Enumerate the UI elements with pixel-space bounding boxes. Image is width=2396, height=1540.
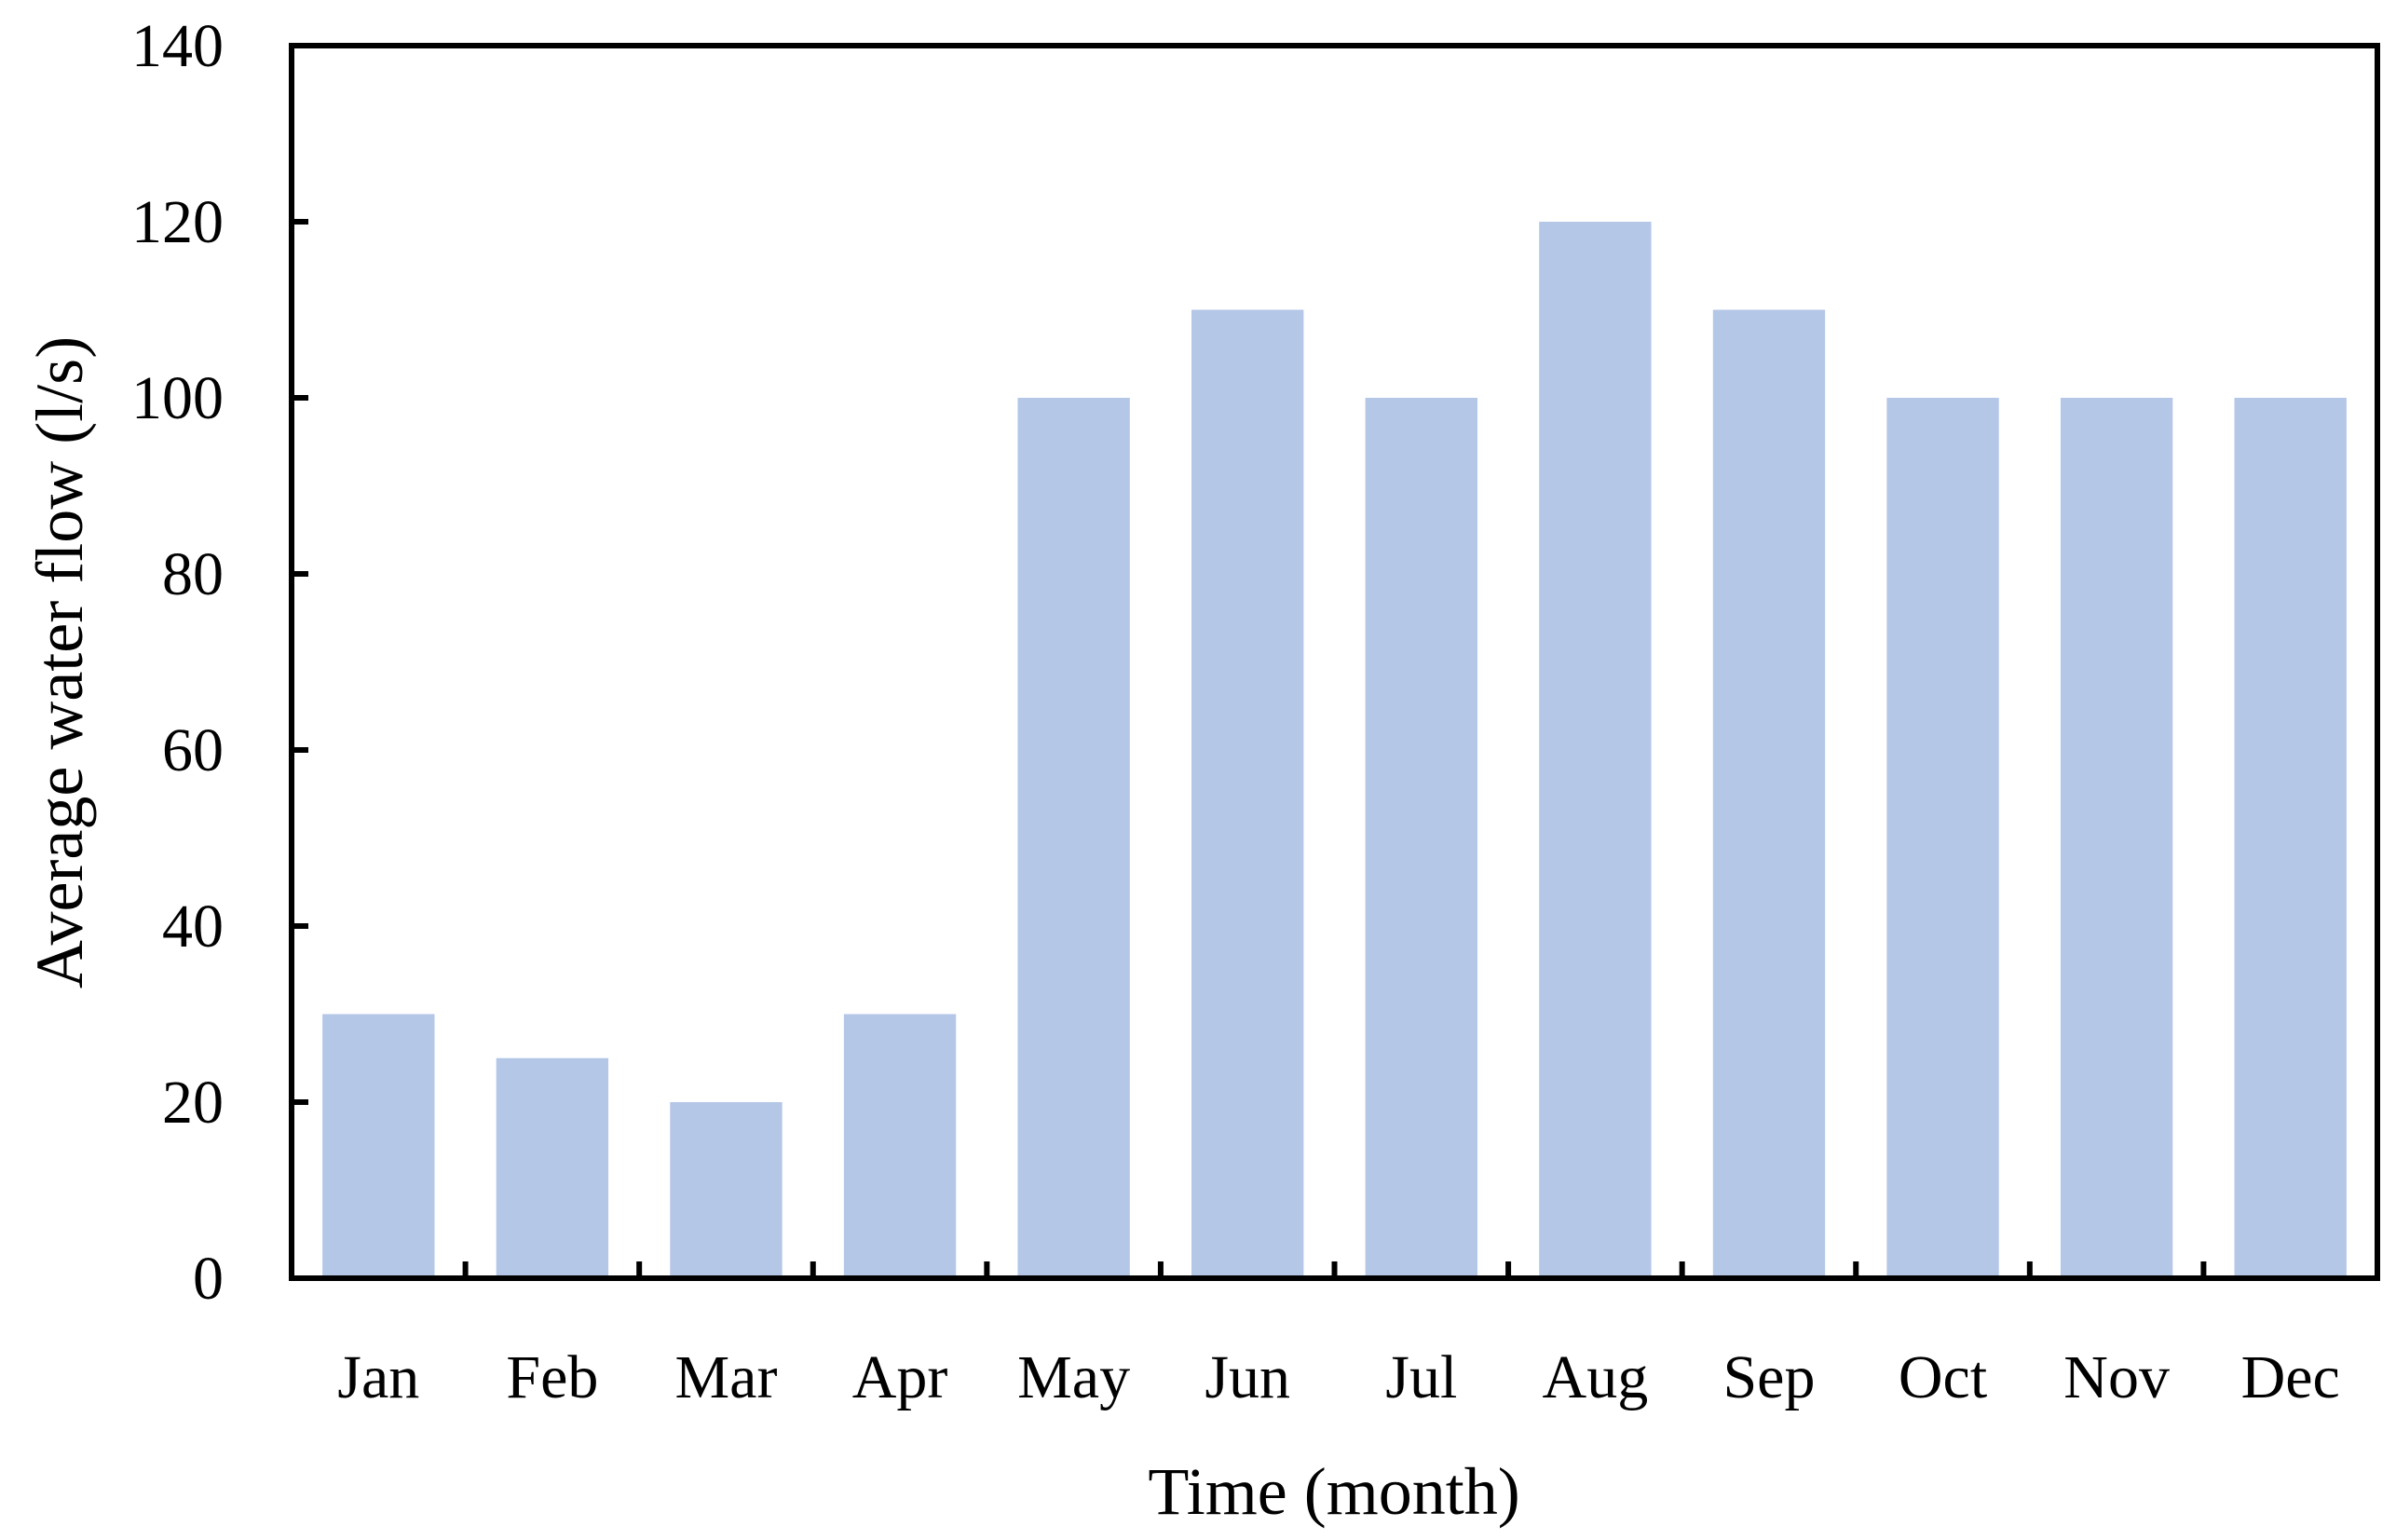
bar-sep bbox=[1712, 309, 1826, 1278]
y-axis-ticks: 0 20 40 60 80 100 120 140 bbox=[131, 12, 308, 1313]
bar-jul bbox=[1365, 398, 1477, 1278]
x-tick-label: May bbox=[1017, 1343, 1130, 1411]
bar-jun bbox=[1191, 309, 1304, 1278]
y-tick-label: 0 bbox=[193, 1245, 224, 1313]
y-tick-label: 60 bbox=[162, 716, 224, 784]
x-tick-label: Mar bbox=[674, 1343, 777, 1411]
x-tick-label: Nov bbox=[2063, 1343, 2170, 1411]
bar-apr bbox=[843, 1014, 957, 1278]
y-tick-label: 100 bbox=[131, 364, 224, 432]
bar-dec bbox=[2234, 398, 2347, 1278]
x-tick-label: Aug bbox=[1543, 1343, 1649, 1411]
y-tick-label: 120 bbox=[131, 188, 224, 256]
bar-nov bbox=[2060, 398, 2173, 1278]
bar-mar bbox=[670, 1102, 783, 1278]
y-axis-title: Average water flow (l/s) bbox=[22, 336, 97, 988]
x-tick-label: Jan bbox=[337, 1343, 419, 1411]
y-tick-label: 20 bbox=[162, 1069, 224, 1137]
bar-oct bbox=[1886, 398, 1999, 1278]
x-tick-label: Apr bbox=[852, 1343, 948, 1411]
bar-aug bbox=[1539, 222, 1652, 1278]
x-axis-title: Time (month) bbox=[1148, 1454, 1519, 1529]
x-tick-label: Jul bbox=[1385, 1343, 1457, 1411]
plot-frame bbox=[289, 43, 2380, 1281]
x-tick-label: Feb bbox=[506, 1343, 598, 1411]
x-axis-ticks: Jan Feb Mar Apr May Jun Jul Aug Sep Oct Nov Dec bbox=[337, 1261, 2340, 1411]
x-tick-label: Dec bbox=[2241, 1343, 2340, 1411]
bar-may bbox=[1017, 398, 1130, 1278]
bar-feb bbox=[496, 1057, 609, 1278]
x-tick-label: Oct bbox=[1899, 1343, 1987, 1411]
bar-jan bbox=[322, 1014, 435, 1278]
y-tick-label: 80 bbox=[162, 540, 224, 608]
x-tick-label: Sep bbox=[1722, 1343, 1815, 1411]
y-tick-label: 40 bbox=[162, 893, 224, 961]
y-tick-label: 140 bbox=[131, 12, 224, 80]
x-tick-label: Jun bbox=[1205, 1343, 1290, 1411]
bars-group bbox=[322, 222, 2347, 1278]
